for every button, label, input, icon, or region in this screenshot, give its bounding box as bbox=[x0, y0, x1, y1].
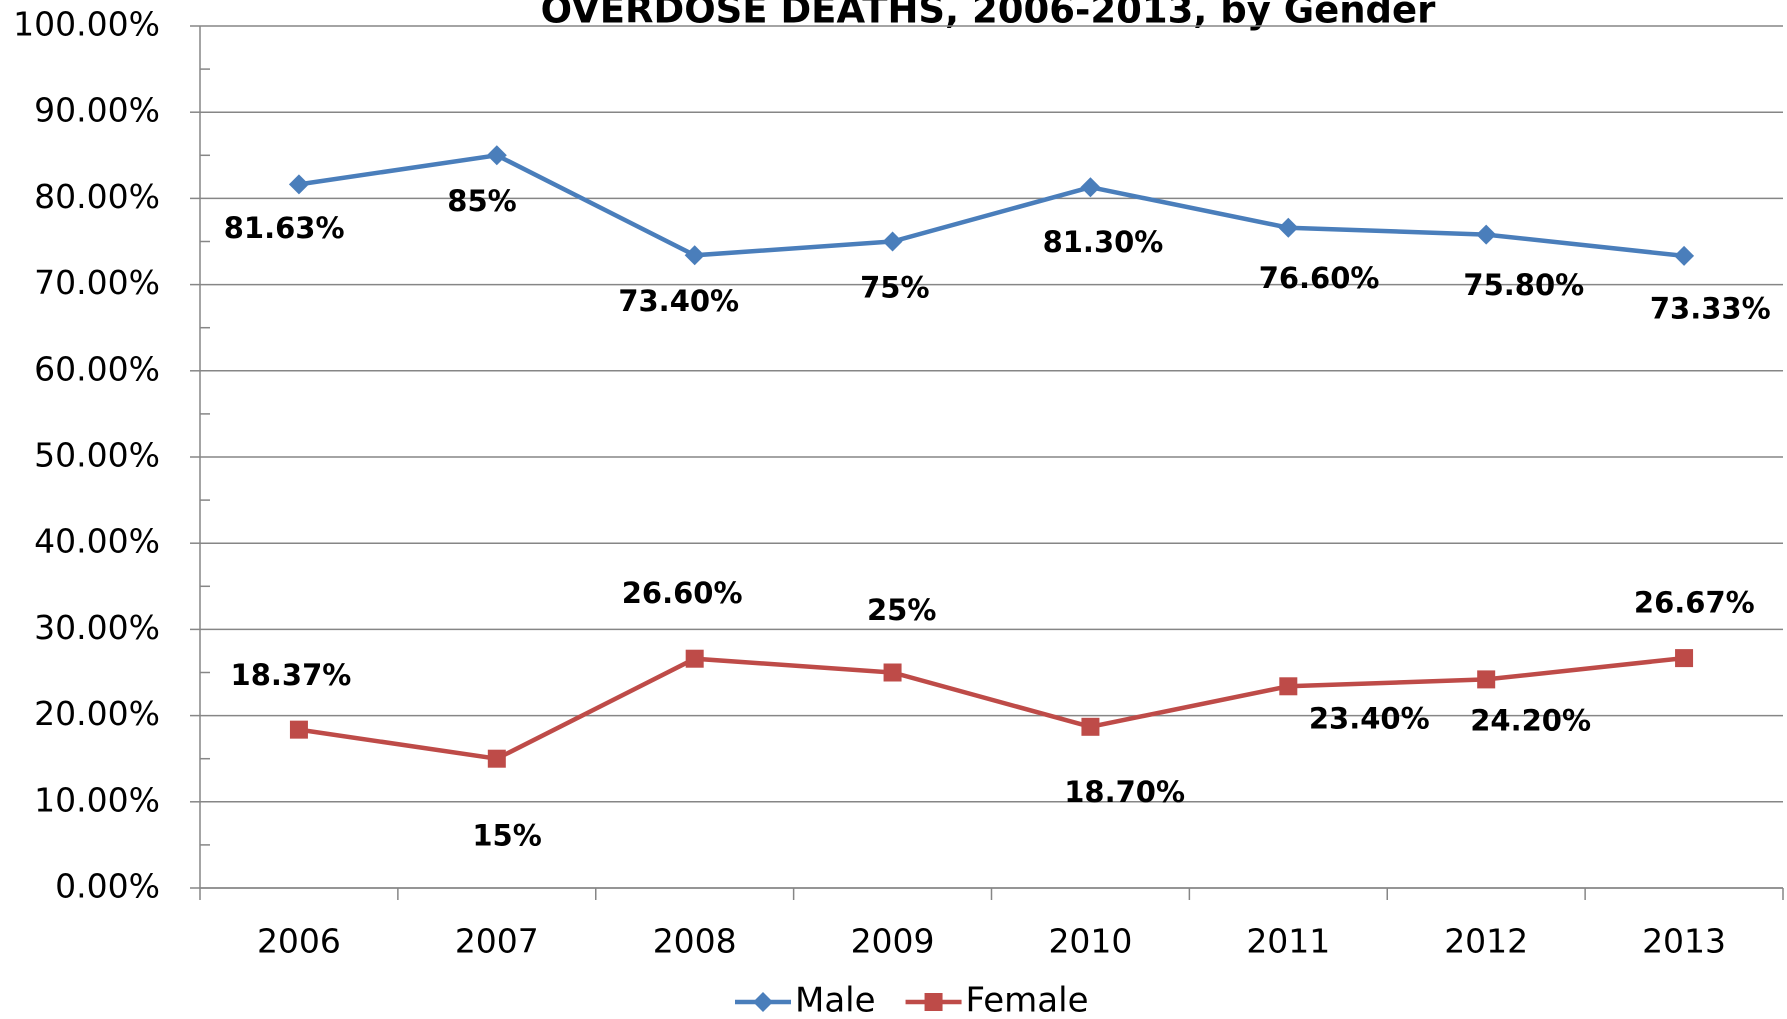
x-tick-label: 2013 bbox=[1642, 922, 1726, 961]
marker bbox=[1278, 217, 1299, 238]
data-label: 73.33% bbox=[1650, 292, 1771, 326]
y-tick-label: 50.00% bbox=[34, 436, 160, 475]
y-tick-label: 20.00% bbox=[34, 694, 160, 733]
x-tick-label: 2009 bbox=[851, 922, 935, 961]
data-label: 26.60% bbox=[622, 576, 743, 610]
marker bbox=[289, 720, 308, 739]
marker bbox=[1279, 677, 1298, 696]
legend-item: Female bbox=[905, 981, 1089, 1019]
x-tick-label: 2010 bbox=[1048, 922, 1132, 961]
marker bbox=[924, 993, 943, 1011]
marker bbox=[1081, 717, 1100, 736]
data-label: 73.40% bbox=[618, 284, 739, 318]
y-tick-label: 0.00% bbox=[55, 867, 160, 906]
marker bbox=[753, 992, 773, 1012]
x-tick-label: 2006 bbox=[257, 922, 341, 961]
x-tick-label: 2007 bbox=[455, 922, 539, 961]
data-label: 15% bbox=[472, 818, 541, 852]
legend-label: Female bbox=[966, 981, 1089, 1019]
y-tick-label: 80.00% bbox=[34, 177, 160, 216]
marker bbox=[1674, 245, 1695, 266]
marker bbox=[883, 663, 902, 682]
data-label: 76.60% bbox=[1259, 261, 1380, 295]
y-tick-label: 30.00% bbox=[34, 608, 160, 647]
data-label: 26.67% bbox=[1634, 586, 1755, 620]
data-label: 24.20% bbox=[1470, 704, 1591, 738]
data-label: 81.63% bbox=[224, 211, 345, 245]
x-tick-label: 2011 bbox=[1246, 922, 1330, 961]
marker bbox=[1675, 649, 1694, 668]
y-tick-label: 100.00% bbox=[13, 5, 160, 44]
data-label: 75% bbox=[860, 270, 929, 304]
chart-title: OVERDOSE DEATHS, 2006-2013, by Gender bbox=[541, 0, 1436, 32]
data-label: 75.80% bbox=[1463, 268, 1584, 302]
legend-label: Male bbox=[795, 981, 876, 1019]
data-label: 18.70% bbox=[1064, 775, 1185, 809]
marker bbox=[487, 749, 506, 768]
series-line bbox=[298, 152, 1685, 259]
marker bbox=[1476, 224, 1497, 245]
y-tick-label: 70.00% bbox=[34, 263, 160, 302]
x-tick-label: 2012 bbox=[1444, 922, 1528, 961]
y-tick-label: 40.00% bbox=[34, 522, 160, 561]
y-tick-label: 60.00% bbox=[34, 349, 160, 388]
y-tick-label: 90.00% bbox=[34, 91, 160, 130]
marker bbox=[882, 231, 903, 252]
legend-item: Male bbox=[735, 981, 876, 1019]
data-label: 18.37% bbox=[231, 658, 352, 692]
marker bbox=[684, 245, 705, 266]
x-tick-label: 2008 bbox=[653, 922, 737, 961]
data-label: 85% bbox=[447, 184, 516, 218]
marker bbox=[288, 174, 309, 195]
marker bbox=[1080, 177, 1101, 198]
data-label: 23.40% bbox=[1309, 701, 1430, 735]
marker bbox=[685, 649, 704, 668]
y-tick-label: 10.00% bbox=[34, 780, 160, 819]
marker bbox=[486, 145, 507, 166]
series-line bbox=[298, 655, 1685, 762]
data-label: 81.30% bbox=[1043, 225, 1164, 259]
data-label: 25% bbox=[867, 593, 936, 627]
marker bbox=[1477, 670, 1496, 689]
